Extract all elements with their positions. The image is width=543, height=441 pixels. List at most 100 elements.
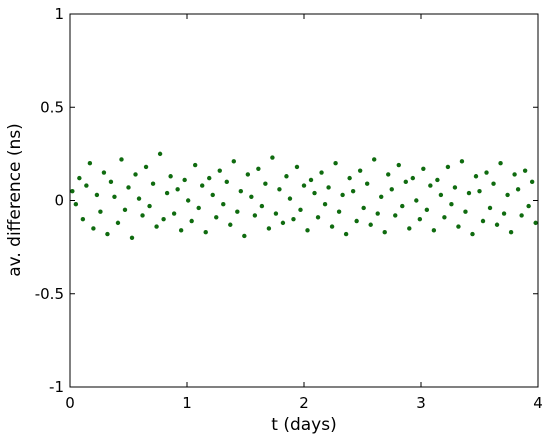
data-point: [375, 211, 380, 216]
data-point: [333, 161, 338, 166]
data-point: [526, 203, 531, 209]
data-point: [231, 159, 236, 164]
data-point: [143, 164, 149, 170]
y-tick-label: -1: [49, 378, 64, 396]
y-tick-label: -0.5: [35, 285, 64, 303]
data-point: [301, 183, 307, 188]
data-point: [203, 230, 208, 235]
data-point: [382, 230, 387, 235]
data-point: [459, 159, 465, 164]
data-point: [308, 177, 314, 183]
data-point: [403, 179, 408, 185]
data-point: [424, 207, 430, 213]
data-point: [470, 231, 475, 237]
data-point: [280, 220, 286, 226]
data-point: [136, 196, 142, 201]
data-point: [228, 222, 233, 227]
data-point: [505, 192, 510, 198]
data-point: [477, 188, 482, 194]
data-point: [294, 164, 300, 170]
data-point: [491, 181, 496, 186]
data-point: [484, 170, 489, 175]
data-point: [189, 218, 194, 224]
data-point: [252, 213, 258, 218]
data-point: [105, 231, 110, 237]
data-point: [178, 228, 184, 233]
data-point: [329, 224, 335, 229]
data-point: [319, 170, 324, 175]
data-point: [414, 198, 419, 203]
data-point: [210, 192, 215, 198]
data-point: [256, 166, 261, 171]
data-point: [431, 228, 437, 233]
data-point: [445, 164, 451, 170]
data-point: [393, 213, 398, 218]
data-point: [326, 185, 331, 190]
data-point: [452, 185, 458, 190]
data-point: [515, 187, 521, 192]
data-point: [242, 233, 247, 239]
data-point: [249, 194, 254, 199]
data-point: [87, 161, 93, 166]
data-point: [140, 213, 145, 218]
data-point: [410, 175, 416, 181]
data-point: [263, 181, 268, 186]
data-point: [400, 203, 405, 209]
data-point: [154, 224, 159, 229]
axis-ticks: 0 1 2 3 4 -1 -0.5 0 0.5 1: [35, 5, 543, 412]
data-point: [238, 188, 244, 194]
data-point: [157, 151, 163, 157]
data-point: [442, 215, 447, 220]
data-point: [291, 216, 296, 222]
data-point: [389, 187, 394, 192]
data-point: [407, 226, 412, 231]
data-point: [108, 179, 114, 185]
x-tick-label: 4: [533, 394, 543, 412]
data-point: [449, 202, 454, 207]
data-point: [150, 181, 156, 186]
data-point: [94, 192, 100, 198]
data-point: [175, 187, 180, 192]
data-point: [343, 231, 349, 237]
x-tick-label: 2: [299, 394, 309, 412]
data-point: [164, 190, 170, 196]
data-point: [322, 202, 328, 207]
data-point: [73, 202, 79, 207]
data-point: [498, 161, 503, 166]
data-point: [368, 222, 373, 227]
data-point: [122, 207, 128, 213]
data-point: [466, 190, 472, 196]
data-point: [529, 179, 535, 185]
data-point: [84, 183, 89, 188]
y-tick-label: 0: [54, 192, 64, 210]
data-point: [273, 211, 279, 216]
data-point: [200, 183, 205, 188]
data-point: [379, 194, 384, 199]
y-axis-label: av. difference (ns): [5, 123, 25, 277]
data-point: [396, 162, 401, 168]
data-point: [487, 205, 493, 211]
x-tick-label: 0: [65, 394, 75, 412]
data-point: [315, 215, 321, 220]
data-point: [386, 172, 391, 177]
data-point: [417, 216, 423, 222]
data-point: [284, 174, 289, 179]
data-point: [336, 209, 342, 214]
data-point: [207, 175, 212, 181]
x-tick-label: 1: [182, 394, 192, 412]
data-point: [133, 172, 138, 177]
data-point: [270, 155, 275, 160]
data-point: [519, 213, 524, 218]
data-point: [112, 194, 117, 199]
data-point: [298, 207, 303, 213]
data-point: [347, 175, 352, 181]
data-point: [438, 192, 444, 198]
data-point: [463, 209, 468, 214]
data-point: [245, 172, 251, 177]
data-point: [364, 181, 370, 186]
data-point: [168, 174, 173, 179]
data-point: [456, 224, 461, 229]
